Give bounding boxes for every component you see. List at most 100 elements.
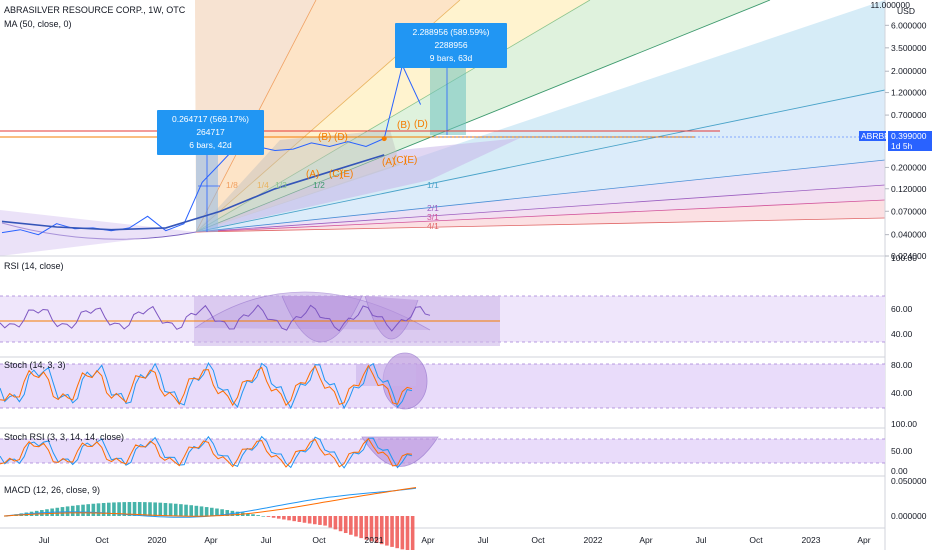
macd-bar	[122, 502, 127, 516]
macd-bar	[91, 503, 96, 516]
countdown-tag: 1d 5h	[888, 141, 932, 151]
rsi-tick-label: 100.00	[891, 253, 917, 263]
macd-bar	[101, 502, 106, 516]
rsi-line	[0, 304, 431, 332]
macd-bar	[318, 516, 322, 525]
macd-bar	[70, 505, 75, 516]
macd-bar	[323, 516, 327, 526]
rsi-tick-label: 40.00	[891, 329, 913, 339]
time-tick-label: 2022	[584, 535, 603, 545]
price-layer	[1, 63, 422, 236]
stoch-tick-label: 80.00	[891, 360, 913, 370]
macd-bar	[194, 505, 199, 516]
stochrsi-pane	[0, 435, 885, 469]
ma-legend[interactable]: MA (50, close, 0)	[4, 19, 72, 29]
time-tick-label: Jul	[39, 535, 50, 545]
price-tick-label: 0.024000	[891, 251, 927, 261]
fan-ratio-labels: 1/8 1/4 1/3 1/2 1/1 2/13/14/1	[226, 180, 439, 231]
macd-bar	[153, 502, 157, 516]
time-tick-label: 2021	[365, 535, 384, 545]
price-tick-label: 1.200000	[891, 88, 927, 98]
fan-label: 1/2	[313, 180, 325, 190]
stochrsi-tick-label: 100.00	[891, 419, 917, 429]
last-price-tag: 0.399000	[888, 131, 932, 141]
macd-bar	[374, 516, 379, 543]
stochrsi-label[interactable]: Stoch RSI (3, 3, 14, 14, close)	[4, 432, 125, 442]
macd-bar	[359, 516, 363, 539]
macd-bar	[65, 506, 70, 516]
macd-bar	[313, 516, 317, 525]
macd-tick-label: 0.050000	[891, 476, 927, 486]
macd-bar	[395, 516, 399, 549]
stoch-k-line	[0, 362, 413, 410]
time-tick-label: Apr	[857, 535, 870, 545]
macd-tick-label: 0.000000	[891, 511, 927, 521]
macd-bar	[132, 502, 137, 516]
base-area	[0, 210, 196, 256]
wave-label: (B)	[318, 132, 331, 143]
macd-bar	[338, 516, 343, 532]
wave-label: (C)	[393, 155, 407, 166]
macd-bar	[256, 515, 260, 516]
price-tick-label: 0.200000	[891, 162, 927, 172]
macd-bar	[282, 516, 286, 520]
macd-bar	[400, 516, 405, 550]
price-axis[interactable]: 11.000000 USD 6.000000 3.500000 2.000000 1.…	[870, 0, 926, 521]
macd-bar	[107, 502, 111, 516]
stochrsi-k-line	[0, 435, 413, 469]
chart-title: ABRASILVER RESOURCE CORP., 1W, OTC	[4, 5, 186, 15]
axis-currency: USD	[897, 6, 915, 16]
price-tick-label: 0.040000	[891, 230, 927, 240]
wave-label: (B)	[397, 120, 410, 131]
macd-bar	[390, 516, 394, 547]
time-tick-label: Oct	[531, 535, 545, 545]
macd-bar	[137, 502, 142, 516]
axis-currency-top: 11.000000	[870, 0, 910, 10]
time-tick-label: Apr	[421, 535, 434, 545]
time-tick-label: Apr	[204, 535, 217, 545]
macd-bar	[354, 516, 358, 537]
fan-label: 1/1	[427, 180, 439, 190]
triangle-pattern	[196, 138, 520, 232]
time-axis[interactable]: Jul Oct 2020 Apr Jul Oct 2021 Apr Jul Oct 2022 Apr J…	[39, 535, 871, 545]
fan-label: 1/3	[275, 180, 287, 190]
macd-bar	[148, 502, 152, 516]
rsi-pane	[0, 291, 885, 346]
macd-bar	[86, 504, 90, 516]
macd-label[interactable]: MACD (12, 26, close, 9)	[4, 485, 101, 495]
macd-bar	[158, 502, 163, 516]
macd-bar	[328, 516, 333, 528]
stochrsi-d-line	[0, 437, 413, 468]
time-tick-label: Jul	[478, 535, 489, 545]
macd-bar	[204, 507, 209, 516]
macd-bar	[173, 503, 178, 516]
stoch-label[interactable]: Stoch (14, 3, 3)	[4, 360, 66, 370]
measure-tooltip-2: 2.288956 (589.59%) 2288956 9 bars, 63d	[395, 23, 507, 68]
macd-bar	[76, 505, 80, 516]
macd-signal-line	[3, 487, 417, 517]
macd-bar	[225, 510, 230, 516]
macd-bar	[266, 516, 271, 517]
wave-label: (A)	[382, 157, 395, 168]
macd-bar	[364, 516, 369, 540]
fan-label: 1/8	[226, 180, 238, 190]
macd-bar	[189, 505, 193, 516]
macd-bar	[163, 502, 168, 516]
macd-bar	[251, 514, 255, 516]
macd-bar	[349, 516, 353, 535]
rsi-label[interactable]: RSI (14, close)	[4, 261, 64, 271]
fan-label: 4/1	[427, 221, 439, 231]
price-tick-label: 0.070000	[891, 206, 927, 216]
measure-1-span: 6 bars, 42d	[189, 140, 232, 150]
macd-bar	[179, 504, 183, 516]
stochrsi-tick-label: 50.00	[891, 446, 913, 456]
macd-histogram	[4, 502, 415, 552]
fan-label: 2/1	[427, 203, 439, 213]
macd-bar	[297, 516, 302, 522]
time-tick-label: 2020	[148, 535, 167, 545]
macd-bar	[271, 516, 276, 518]
time-tick-label: 2023	[802, 535, 821, 545]
stoch-d-line	[0, 364, 413, 407]
